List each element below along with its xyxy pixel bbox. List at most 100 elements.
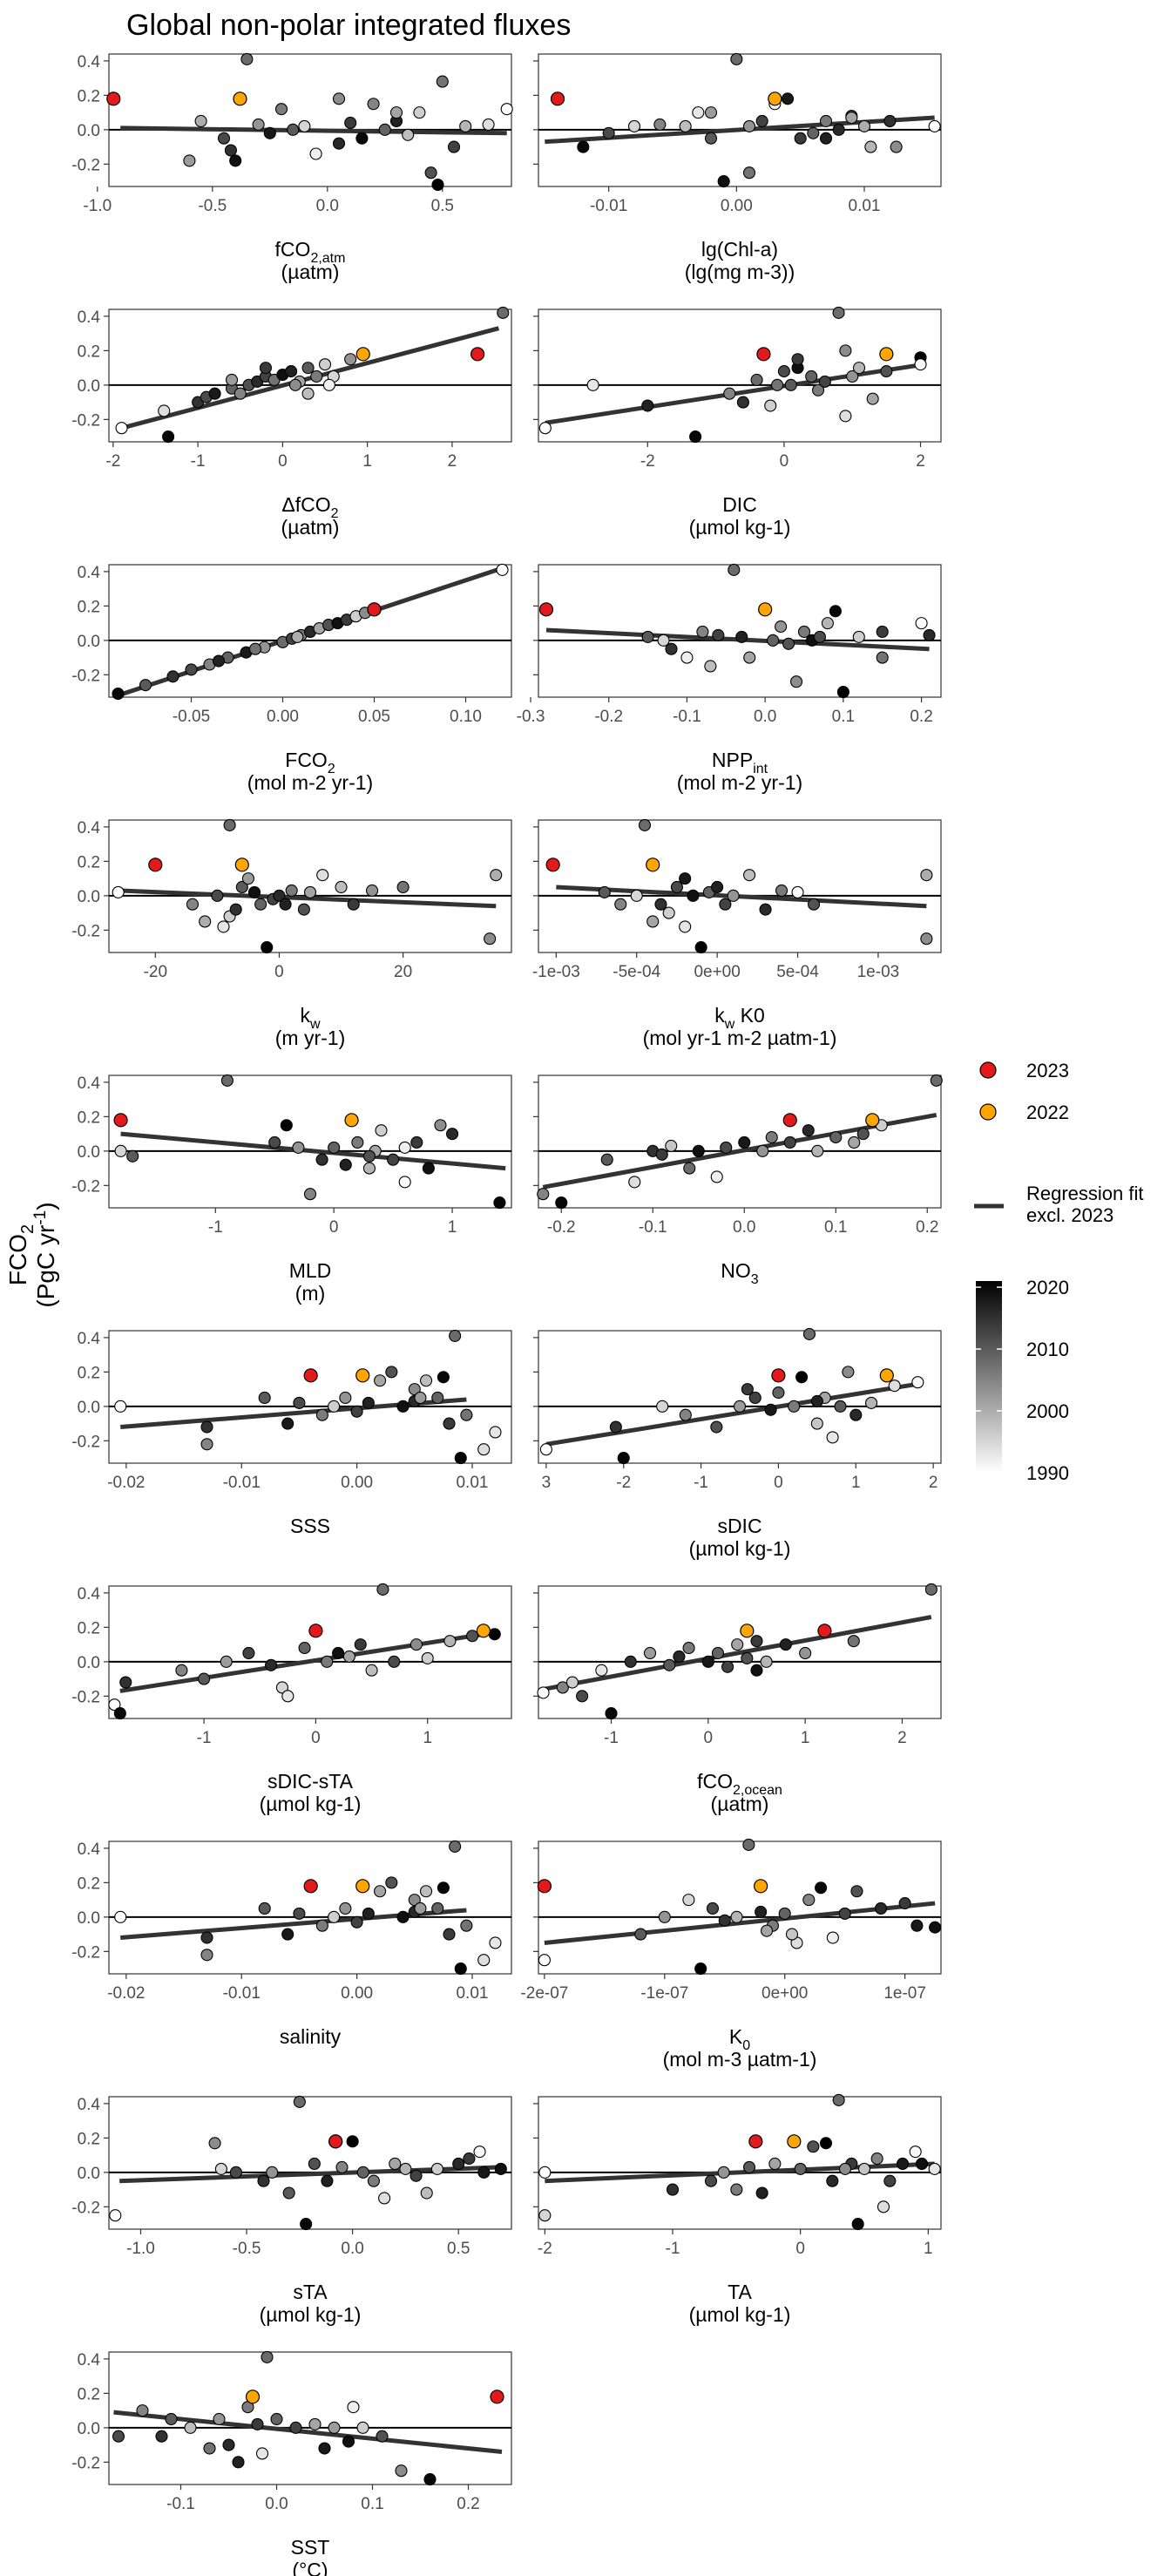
data-point (539, 1443, 552, 1456)
data-point (694, 1963, 707, 1976)
data-point (398, 1176, 411, 1189)
data-point (748, 1391, 761, 1405)
data-point (220, 1074, 234, 1087)
data-point (443, 1928, 456, 1941)
data-point (430, 2162, 443, 2175)
x-axis-label: K0 (729, 2025, 750, 2053)
data-point (376, 2430, 389, 2443)
x-axis-unit: (mol m-2 yr-1) (247, 771, 373, 794)
y-tick-label: 0.4 (78, 1840, 101, 1859)
x-tick-label: -0.3 (517, 708, 545, 726)
data-point (920, 869, 933, 882)
data-point (802, 1894, 816, 1907)
data-point (852, 362, 866, 375)
x-tick-label: 0.1 (832, 708, 855, 726)
x-axis-label: sDIC-sTA (267, 1770, 354, 1793)
panel-19: -0.2 0.0 0.2 0.4 -0.1 0.0 0.1 0.2 SST(°C) (71, 2350, 512, 2576)
data-point (303, 885, 317, 898)
data-point (282, 2186, 295, 2200)
x-axis-unit: (µmol kg-1) (689, 1537, 791, 1560)
data-point (354, 1638, 367, 1651)
y-tick-label: 0.0 (78, 122, 100, 140)
x-tick-label: 0 (780, 452, 789, 471)
data-point (609, 1420, 622, 1434)
data-point (136, 2404, 149, 2417)
data-point (710, 1170, 723, 1183)
legend-2022-label: 2022 (1026, 1102, 1069, 1123)
data-point (489, 1936, 502, 1949)
x-axis-label: TA (728, 2281, 752, 2303)
data-point (241, 872, 254, 885)
data-point (910, 1919, 924, 1932)
x-tick-label: -0.01 (223, 1984, 261, 2003)
x-tick-label: 0.10 (450, 708, 482, 726)
data-point (799, 1646, 812, 1660)
data-point (402, 128, 415, 141)
data-point (497, 306, 510, 319)
data-point (114, 1144, 127, 1157)
data-point (595, 1664, 608, 1677)
x-tick-label: 0 (329, 1218, 339, 1237)
data-point (638, 818, 652, 831)
data-point (704, 660, 717, 673)
data-point (898, 1897, 911, 1910)
data-point (398, 1141, 411, 1154)
data-point (750, 373, 763, 386)
x-tick-label: 0.1 (824, 1218, 847, 1237)
data-point (777, 365, 790, 378)
data-point (119, 1676, 132, 1689)
y-tick-label: 0.4 (78, 2096, 101, 2114)
data-point (126, 1149, 139, 1163)
data-point (779, 1638, 792, 1651)
data-point (108, 1698, 121, 1712)
colorbar-tick-label: 2020 (1026, 1277, 1069, 1298)
data-point (696, 625, 709, 639)
data-point (477, 1954, 491, 1967)
y-tick-label: 0.2 (78, 1364, 100, 1382)
point-2022 (476, 1624, 491, 1638)
regression-fit-line (120, 125, 507, 136)
data-point (436, 75, 449, 88)
data-point (489, 1426, 502, 1439)
data-point (654, 898, 667, 911)
regression-fit-line (556, 885, 927, 909)
data-point (413, 106, 426, 119)
y-tick-label: -0.2 (71, 667, 100, 685)
data-point (281, 1928, 294, 1941)
x-tick-label: -2 (538, 2240, 552, 2258)
data-point (410, 2169, 423, 2182)
data-point (736, 396, 749, 409)
data-point (742, 1838, 755, 1851)
data-point (836, 686, 849, 699)
x-tick-label: 0e+00 (694, 963, 740, 981)
data-point (275, 1681, 288, 1694)
y-tick-label: 0.2 (78, 2385, 100, 2403)
data-point (301, 387, 315, 400)
x-tick-label: -0.5 (233, 2240, 261, 2258)
y-tick-label: 0.4 (78, 1330, 101, 1348)
x-axis-unit: (m) (295, 1282, 325, 1305)
data-point (807, 126, 820, 139)
data-point (316, 869, 329, 882)
data-point (778, 1907, 791, 1920)
data-point (673, 1650, 686, 1663)
data-point (494, 2162, 507, 2175)
x-tick-label: 5e-04 (776, 963, 819, 981)
data-point (742, 2160, 756, 2173)
data-point (576, 1690, 589, 1703)
x-tick-label: 1 (362, 452, 372, 471)
data-point (463, 2152, 476, 2166)
data-point (274, 103, 288, 116)
x-tick-label: 1 (423, 1729, 432, 1747)
data-point (857, 119, 871, 132)
data-point (224, 144, 237, 157)
data-point (930, 1074, 943, 1087)
y-tick-label: 0.2 (78, 87, 100, 105)
y-tick-label: 0.0 (78, 1143, 100, 1162)
x-axis-label: salinity (280, 2025, 342, 2048)
data-point (342, 2435, 355, 2448)
data-point (755, 1905, 768, 1918)
data-point (730, 1910, 743, 1923)
data-point (614, 898, 627, 911)
